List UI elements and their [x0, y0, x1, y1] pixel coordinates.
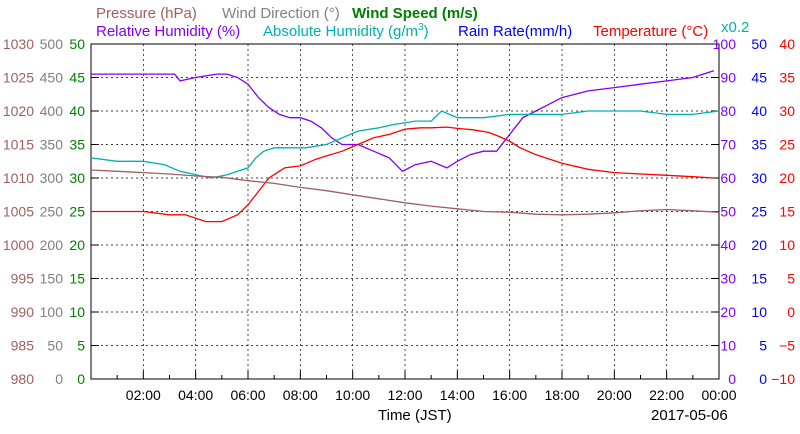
y-tick-label-temperature: −5: [779, 338, 795, 354]
legend-absolute-humidity-sup: 3: [418, 22, 424, 33]
y-tick-label-wind-speed: 30: [69, 170, 85, 186]
series-line-relative-humidity: [91, 70, 714, 173]
y-tick-label-temperature: 0: [787, 304, 795, 320]
y-tick-label-wind-direction: 500: [40, 36, 64, 52]
y-tick-label-temperature: 30: [779, 103, 795, 119]
y-tick-label-wind-speed: 40: [69, 103, 85, 119]
y-tick-label-temperature: 20: [779, 170, 795, 186]
x-tick-label: 00:00: [701, 387, 736, 403]
y-tick-label-wind-direction: 300: [40, 170, 64, 186]
x-axis-ticks: 02:00 04:00 06:00 08:00 10:00 12:00 14:00 16:00…: [116, 371, 737, 403]
y-tick-label-wind-speed: 35: [69, 137, 85, 153]
y-tick-label-relative-humidity: 100: [713, 36, 737, 52]
y-tick-label-wind-direction: 200: [40, 237, 64, 253]
y-tick-label-temperature: 40: [779, 36, 795, 52]
y-tick-label-pressure: 1015: [3, 137, 34, 153]
x-tick-label: 20:00: [597, 387, 632, 403]
y-tick-label-pressure: 1030: [3, 36, 34, 52]
y-tick-label-wind-speed: 5: [77, 338, 85, 354]
x-tick-label: 14:00: [440, 387, 475, 403]
y-tick-label-relative-humidity: 10: [720, 338, 736, 354]
y-tick-label-relative-humidity: 70: [720, 137, 736, 153]
x-tick-label: 08:00: [283, 387, 318, 403]
legend-temperature: Temperature (°C): [593, 23, 708, 40]
y-tick-label-rain-rate: 10: [751, 304, 767, 320]
y-tick-label-wind-speed: 10: [69, 304, 85, 320]
x-tick-label: 10:00: [335, 387, 370, 403]
y-tick-label-wind-direction: 250: [40, 204, 64, 220]
x-tick-label: 06:00: [230, 387, 265, 403]
x-tick-label: 18:00: [544, 387, 579, 403]
y-tick-label-temperature: −10: [771, 371, 795, 387]
legend-wind-speed: Wind Speed (m/s): [352, 5, 478, 22]
y-tick-label-temperature: 15: [779, 204, 795, 220]
legend-relative-humidity: Relative Humidity (%): [96, 23, 240, 40]
y-tick-label-rain-rate: 20: [751, 237, 767, 253]
legend-pressure: Pressure (hPa): [96, 5, 197, 22]
x-tick-label: 04:00: [178, 387, 213, 403]
x-tick-label: 22:00: [649, 387, 684, 403]
y-tick-label-rain-rate: 30: [751, 170, 767, 186]
y-tick-label-wind-direction: 50: [47, 338, 63, 354]
date-label: 2017-05-06: [651, 407, 728, 424]
y-tick-label-wind-speed: 50: [69, 36, 85, 52]
y-tick-label-wind-speed: 0: [77, 371, 85, 387]
y-tick-label-pressure: 980: [11, 371, 35, 387]
y-tick-label-wind-direction: 0: [55, 371, 63, 387]
y-tick-label-pressure: 1020: [3, 103, 34, 119]
legend-absolute-humidity: Absolute Humidity (g/m3): [263, 22, 429, 40]
legend-absolute-humidity-close: ): [424, 23, 429, 40]
data-series: [90, 70, 720, 223]
y-tick-label-wind-speed: 45: [69, 70, 85, 86]
y-tick-label-wind-direction: 100: [40, 304, 64, 320]
grid-lines: [91, 44, 719, 379]
y-tick-label-pressure: 990: [11, 304, 35, 320]
legend-wind-direction: Wind Direction (°): [222, 5, 340, 22]
legend-absolute-humidity-text: Absolute Humidity (g/m: [263, 23, 418, 40]
x-axis-label: Time (JST): [378, 407, 452, 424]
y-tick-label-relative-humidity: 40: [720, 237, 736, 253]
y-tick-label-temperature: 25: [779, 137, 795, 153]
y-tick-label-relative-humidity: 60: [720, 170, 736, 186]
y-tick-label-rain-rate: 0: [759, 371, 767, 387]
y-tick-label-pressure: 1010: [3, 170, 34, 186]
y-tick-label-wind-speed: 20: [69, 237, 85, 253]
y-tick-label-relative-humidity: 80: [720, 103, 736, 119]
y-tick-label-relative-humidity: 50: [720, 204, 736, 220]
y-tick-label-relative-humidity: 20: [720, 304, 736, 320]
y-tick-label-rain-rate: 25: [751, 204, 767, 220]
y-tick-label-rain-rate: 15: [751, 271, 767, 287]
legend-scale-note: x0.2: [721, 19, 749, 36]
y-tick-label-pressure: 1000: [3, 237, 34, 253]
y-tick-label-wind-direction: 350: [40, 137, 64, 153]
y-tick-label-wind-direction: 400: [40, 103, 64, 119]
x-tick-label: 12:00: [387, 387, 422, 403]
y-tick-label-relative-humidity: 30: [720, 271, 736, 287]
x-tick-label: 02:00: [126, 387, 161, 403]
y-tick-label-wind-direction: 150: [40, 271, 64, 287]
x-tick-label: 16:00: [492, 387, 527, 403]
y-tick-label-pressure: 1025: [3, 70, 34, 86]
series-line-pressure: [90, 169, 720, 216]
y-tick-label-pressure: 995: [11, 271, 35, 287]
y-tick-label-rain-rate: 5: [759, 338, 767, 354]
y-tick-label-rain-rate: 50: [751, 36, 767, 52]
y-tick-label-wind-direction: 450: [40, 70, 64, 86]
y-tick-label-relative-humidity: 0: [728, 371, 736, 387]
y-tick-label-temperature: 35: [779, 70, 795, 86]
y-tick-label-pressure: 1005: [3, 204, 34, 220]
y-axis-ticks: 9809859909951000100510101015102010251030…: [3, 36, 795, 387]
y-tick-label-wind-speed: 15: [69, 271, 85, 287]
y-tick-label-temperature: 5: [787, 271, 795, 287]
y-tick-label-rain-rate: 40: [751, 103, 767, 119]
series-line-temperature: [91, 126, 714, 223]
y-tick-label-temperature: 10: [779, 237, 795, 253]
y-tick-label-rain-rate: 35: [751, 137, 767, 153]
y-tick-label-pressure: 985: [11, 338, 35, 354]
legend-rain-rate: Rain Rate(mm/h): [458, 23, 572, 40]
y-tick-label-relative-humidity: 90: [720, 70, 736, 86]
y-tick-label-rain-rate: 45: [751, 70, 767, 86]
y-tick-label-wind-speed: 25: [69, 204, 85, 220]
